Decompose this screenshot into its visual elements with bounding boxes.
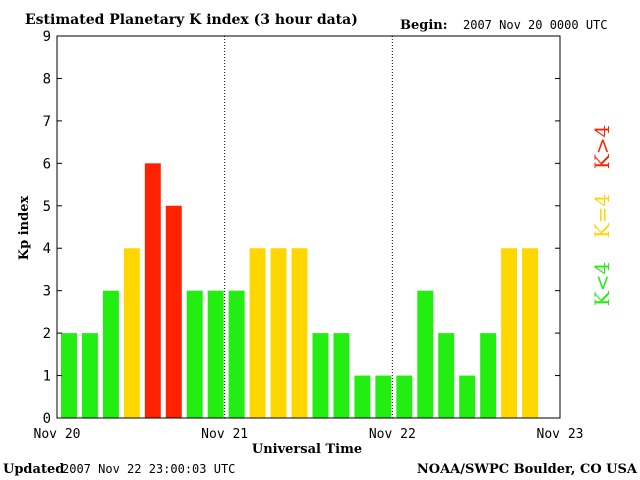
x-tick-label: Nov 20 xyxy=(34,427,81,442)
kp-bar xyxy=(123,248,140,418)
kp-bar xyxy=(102,290,119,418)
y-tick-label: 0 xyxy=(43,411,51,427)
y-tick-label: 4 xyxy=(43,241,51,257)
kp-bar xyxy=(522,248,539,418)
day-separators xyxy=(224,36,393,418)
kp-bar xyxy=(270,248,287,418)
chart-title: Estimated Planetary K index (3 hour data… xyxy=(25,12,358,28)
begin-label: Begin: xyxy=(400,18,448,33)
y-axis-ticks: 0 1 2 3 4 5 6 7 8 9 xyxy=(43,29,560,427)
kp-bar xyxy=(438,333,455,418)
kp-bar xyxy=(144,163,161,418)
kp-bar xyxy=(375,375,392,418)
y-tick-label: 2 xyxy=(43,326,51,342)
legend-item: K=4 xyxy=(590,194,614,238)
footer-updated-value: 2007 Nov 22 23:00:03 UTC xyxy=(62,462,235,476)
kp-bar xyxy=(291,248,308,418)
bars-group xyxy=(61,163,539,418)
footer-updated-label: Updated xyxy=(3,462,64,477)
footer-credit: NOAA/SWPC Boulder, CO USA xyxy=(417,462,638,477)
kp-bar xyxy=(333,333,350,418)
y-axis-label: Kp index xyxy=(17,196,32,261)
kp-bar xyxy=(207,290,224,418)
y-tick-label: 3 xyxy=(43,284,51,300)
x-tick-label: Nov 23 xyxy=(537,427,584,442)
legend: K<4 K=4 K>4 xyxy=(590,125,614,306)
x-tick-label: Nov 22 xyxy=(369,427,416,442)
kp-bar xyxy=(165,205,182,418)
begin-value: 2007 Nov 20 0000 UTC xyxy=(463,18,608,32)
y-tick-label: 7 xyxy=(43,114,51,130)
x-axis-ticks: Nov 20 Nov 21 Nov 22 Nov 23 xyxy=(34,427,584,442)
kp-bar xyxy=(354,375,371,418)
kp-bar xyxy=(186,290,203,418)
kp-bar xyxy=(480,333,497,418)
kp-bar xyxy=(501,248,518,418)
kp-bar xyxy=(249,248,266,418)
y-tick-label: 6 xyxy=(43,156,51,172)
legend-item: K>4 xyxy=(590,125,614,169)
y-tick-label: 5 xyxy=(43,199,51,215)
x-axis-label: Universal Time xyxy=(252,442,362,457)
kp-bar xyxy=(417,290,434,418)
kp-bar xyxy=(312,333,329,418)
legend-item: K<4 xyxy=(590,262,614,306)
y-tick-label: 9 xyxy=(43,29,51,45)
kp-bar xyxy=(228,290,245,418)
kp-bar xyxy=(81,333,98,418)
y-tick-label: 1 xyxy=(43,369,51,385)
kp-bar xyxy=(459,375,476,418)
x-tick-label: Nov 21 xyxy=(201,427,248,442)
plot-frame xyxy=(56,35,561,419)
kp-bar xyxy=(61,333,77,418)
y-tick-label: 8 xyxy=(43,71,51,87)
kp-bar xyxy=(396,375,413,418)
